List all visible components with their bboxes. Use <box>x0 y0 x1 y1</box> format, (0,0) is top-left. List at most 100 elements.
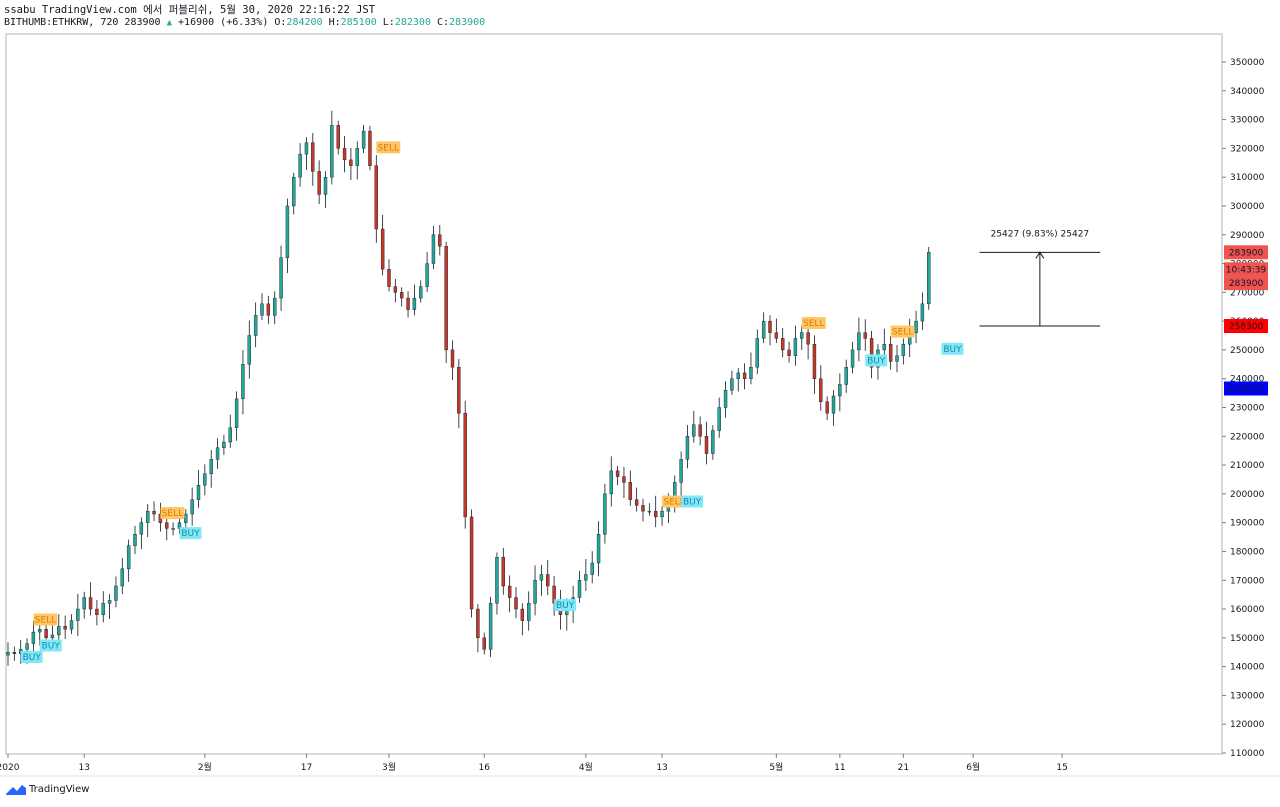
candle-body <box>730 378 734 391</box>
buy-signal <box>179 527 202 540</box>
candle-body <box>31 631 36 644</box>
signal-label: SELL <box>803 319 824 329</box>
price-axis-label <box>1224 245 1268 260</box>
x-tick-label: 11 <box>834 763 845 773</box>
y-tick-label: 300000 <box>1230 202 1265 212</box>
measure-label: 25427 (9.83%) 25427 <box>991 229 1090 239</box>
y-tick-label: 150000 <box>1230 634 1265 644</box>
y-tick-label: 270000 <box>1230 288 1265 298</box>
buy-signal <box>39 639 62 652</box>
x-tick-label: 4월 <box>579 761 593 773</box>
y-tick-label: 310000 <box>1230 173 1265 183</box>
measure-arrowhead-icon <box>1035 251 1045 259</box>
y-tick-label: 170000 <box>1230 576 1265 586</box>
candle-body <box>901 343 906 356</box>
candle-body <box>920 303 925 322</box>
candle-body <box>603 493 607 535</box>
candle-body <box>692 424 696 437</box>
y-tick-label: 340000 <box>1230 87 1265 97</box>
close-label: C: <box>436 17 450 28</box>
last-price: 283900 <box>124 17 161 28</box>
candle-body <box>482 637 486 650</box>
candle-body <box>507 585 512 598</box>
price-axis-label-text: 10:43:39 <box>1226 265 1267 275</box>
buy-signal <box>20 650 43 663</box>
candle-body <box>63 626 67 630</box>
candle-body <box>469 516 474 610</box>
price-change: +16900 (+6.33%) <box>178 17 269 28</box>
price-axis-label <box>1224 276 1268 291</box>
candle-body <box>285 205 290 258</box>
close-value: 283900 <box>449 17 486 28</box>
signal-label: BUY <box>683 498 702 508</box>
candle-body <box>44 628 48 639</box>
candle-body <box>374 165 378 230</box>
candle-body <box>888 343 893 362</box>
sell-signal <box>33 613 58 626</box>
candle-body <box>419 286 423 299</box>
candle-body <box>38 628 42 633</box>
candle-body <box>806 332 810 345</box>
candle-body <box>654 510 658 518</box>
candle-body <box>184 513 188 523</box>
x-tick-label: 6월 <box>966 761 980 773</box>
x-tick-label: 5월 <box>769 761 783 773</box>
x-tick-label: 13 <box>78 763 89 773</box>
y-tick-label: 200000 <box>1230 490 1265 500</box>
candle-body <box>203 473 207 486</box>
signal-label: BUY <box>181 529 200 539</box>
y-tick-label: 330000 <box>1230 116 1265 126</box>
candle-body <box>215 447 220 460</box>
buy-signal <box>554 599 577 612</box>
x-tick-label: 2월 <box>198 761 212 773</box>
brand-name: TradingView <box>29 784 90 795</box>
up-arrow-icon: ▲ <box>166 18 172 28</box>
candle-body <box>679 459 683 483</box>
candle-body <box>57 626 61 636</box>
candle-body <box>577 580 582 598</box>
candle-body <box>76 608 80 621</box>
candle-body <box>228 427 232 443</box>
candle-body <box>787 349 791 356</box>
candle-body <box>425 263 429 287</box>
y-tick-label: 140000 <box>1230 663 1265 673</box>
candle-body <box>927 252 931 305</box>
candle-body <box>596 533 601 564</box>
x-tick-label: 21 <box>898 763 909 773</box>
y-tick-label: 220000 <box>1230 432 1265 442</box>
candle-body <box>450 349 455 368</box>
candle-body <box>869 338 874 368</box>
candle-body <box>685 436 690 460</box>
candle-body <box>126 545 131 569</box>
ohlc-legend: BITHUMB:ETHKRW, 720 283900 ▲ +16900 (+6.… <box>4 17 485 28</box>
candle-body <box>139 522 144 535</box>
x-tick-label: 13 <box>656 763 667 773</box>
sell-signal <box>376 141 401 154</box>
candle-body <box>380 228 385 270</box>
candle-body <box>641 505 645 512</box>
candle-body <box>6 652 10 656</box>
candle-body <box>247 335 252 365</box>
candle-body <box>88 597 93 610</box>
low-value: 282300 <box>394 17 431 28</box>
candle-body <box>590 562 594 575</box>
symbol-label[interactable]: BITHUMB:ETHKRW, 720 <box>4 17 119 28</box>
candle-body <box>819 378 823 402</box>
candle-body <box>622 476 626 483</box>
candle-body <box>825 401 829 414</box>
price-axis-label <box>1224 381 1268 396</box>
x-tick-label: 2020 <box>0 763 20 773</box>
candle-body <box>704 436 709 454</box>
candle-body <box>190 499 194 515</box>
buy-signal <box>681 495 704 508</box>
footer-brand[interactable]: TradingView <box>6 784 89 795</box>
price-axis-label-text: 283900 <box>1229 279 1264 289</box>
low-label: L: <box>382 17 395 28</box>
x-tick-label: 3월 <box>382 761 396 773</box>
candle-body <box>387 269 391 287</box>
signal-label: SELL <box>162 509 183 519</box>
candle-body <box>844 366 848 385</box>
candle-body <box>838 384 842 397</box>
candle-body <box>196 485 201 500</box>
